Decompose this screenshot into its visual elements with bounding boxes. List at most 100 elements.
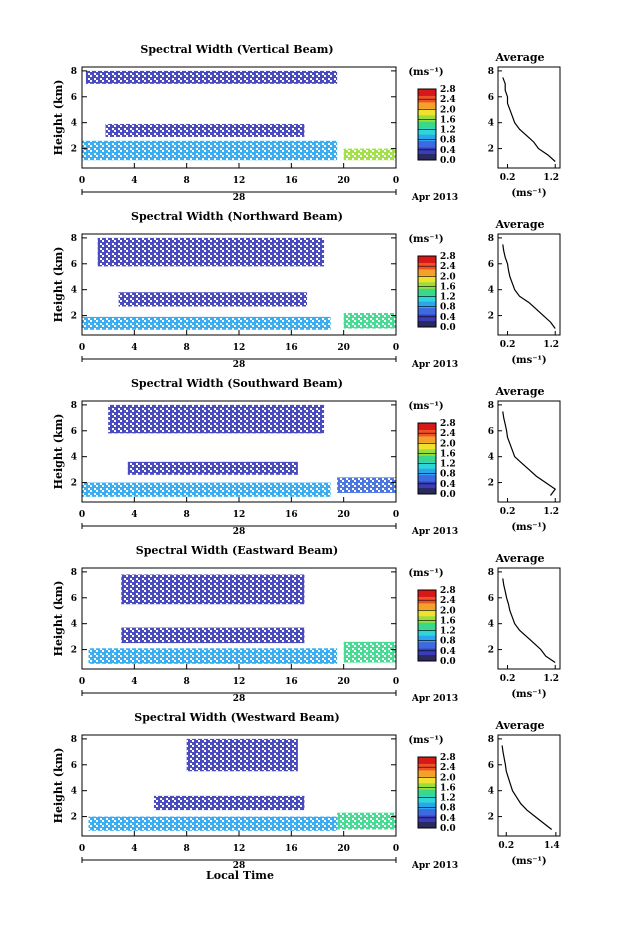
x-tick-label: 12 [233,343,246,353]
average-profile-line [502,411,557,496]
x-tick-label: 12 [233,176,246,186]
x-tick-label: 20 [337,343,350,353]
y-tick-label: 2 [71,479,77,489]
colorbar-unit: (ms⁻¹) [408,401,443,412]
colorbar-segment [418,590,436,597]
colorbar-segment [418,815,436,823]
colorbar-segment [418,782,436,790]
average-y-tick-label: 4 [488,620,494,630]
x-tick-label: 8 [184,510,190,520]
heatmap-gaps [337,812,396,830]
panel-5: Spectral Width (Westward Beam) 2 4 6 8 Height… [52,711,561,871]
average-title: Average [494,552,544,565]
colorbar-segment [418,622,436,630]
heatmap-gaps [121,627,305,644]
colorbar-tick-label: 0.4 [440,480,456,490]
average-title: Average [494,51,544,64]
colorbar-segment [418,602,436,610]
colorbar-tick-label: 0.8 [440,136,456,146]
colorbar-tick-label: 0.8 [440,804,456,814]
average-frame [497,734,561,837]
colorbar-segment [418,256,436,263]
colorbar-segment [418,147,436,155]
average-y-tick-label: 6 [488,761,494,771]
average-y-tick-label: 6 [488,260,494,270]
y-tick-label: 4 [71,286,77,296]
average-y-tick-label: 8 [488,735,494,745]
heatmap-gaps [82,482,331,497]
x-tick-label: 4 [131,176,137,186]
colorbar-segment [418,127,436,135]
y-tick-label: 8 [71,735,77,745]
colorbar-segment [418,153,436,161]
colorbar-segment [418,795,436,803]
colorbar-tick-label: 2.8 [440,85,456,95]
colorbar-segment [418,288,436,296]
colorbar-tick-label: 0.4 [440,146,456,156]
average-x-tick-label: 1.4 [544,841,560,851]
colorbar-tick-label: 2.0 [440,773,456,783]
average-y-tick-label: 4 [488,119,494,129]
average-title: Average [494,218,544,231]
x-tick-label: 8 [184,343,190,353]
x-tick-label: 16 [285,343,298,353]
x-tick-label: 16 [285,510,298,520]
average-y-tick-label: 2 [488,479,494,489]
colorbar-segment [418,455,436,463]
colorbar-tick-label: 2.4 [440,262,456,272]
average-title: Average [494,719,544,732]
average-y-tick-label: 2 [488,646,494,656]
colorbar-segment [418,281,436,289]
x-tick-label: 0 [79,510,85,520]
colorbar-segment [418,769,436,777]
heatmap-gaps [118,292,308,307]
average-x-tick-label: 0.2 [500,173,516,183]
y-tick-label: 4 [71,787,77,797]
colorbar-segment [418,294,436,302]
colorbar-segment [418,481,436,489]
colorbar-tick-label: 2.0 [440,272,456,282]
average-frame [497,66,561,169]
average-x-label: (ms⁻¹) [511,522,546,533]
colorbar-unit: (ms⁻¹) [408,67,443,78]
colorbar-tick-label: 0.0 [440,323,456,333]
average-x-label: (ms⁻¹) [511,355,546,366]
x-tick-label: 8 [184,176,190,186]
average-x-label: (ms⁻¹) [511,856,546,867]
y-axis-label: Height (km) [52,80,65,156]
x-tick-label: 0 [393,844,399,854]
colorbar-segment [418,435,436,443]
month-label: Apr 2013 [411,694,458,704]
average-y-tick-label: 8 [488,568,494,578]
colorbar-segment [418,802,436,810]
heatmap-gaps [82,316,331,330]
y-tick-label: 2 [71,145,77,155]
y-tick-label: 6 [71,93,77,103]
y-axis-label: Height (km) [52,414,65,490]
y-tick-label: 2 [71,312,77,322]
average-y-tick-label: 4 [488,787,494,797]
date-label: 28 [233,193,246,203]
y-axis-label: Height (km) [52,247,65,323]
y-tick-label: 8 [71,401,77,411]
average-y-tick-label: 2 [488,145,494,155]
colorbar-segment [418,635,436,643]
x-tick-label: 0 [393,176,399,186]
heatmap-gaps [82,140,338,161]
colorbar-segment [418,641,436,649]
heatmap-gaps [97,237,325,267]
colorbar-tick-label: 1.2 [440,126,456,136]
colorbar-tick-label: 2.4 [440,95,456,105]
x-tick-label: 4 [131,510,137,520]
x-tick-label: 0 [393,677,399,687]
heatmap-gaps [343,148,396,161]
x-tick-label: 20 [337,677,350,687]
colorbar-tick-label: 0.0 [440,824,456,834]
colorbar-segment [418,307,436,315]
average-y-tick-label: 6 [488,594,494,604]
y-tick-label: 4 [71,620,77,630]
colorbar-tick-label: 2.8 [440,252,456,262]
figure-xlabel: Local Time [206,869,274,882]
colorbar-tick-label: 1.2 [440,460,456,470]
